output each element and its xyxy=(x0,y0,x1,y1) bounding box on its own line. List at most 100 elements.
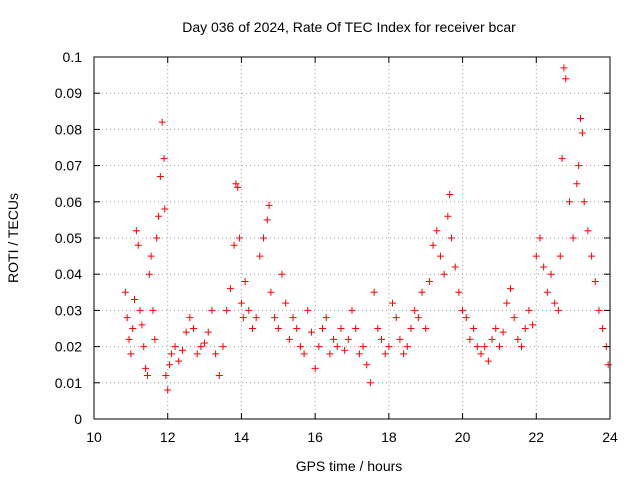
data-point xyxy=(477,350,485,358)
y-tick-label: 0.05 xyxy=(55,230,82,246)
data-point xyxy=(551,299,559,307)
data-point xyxy=(588,252,596,260)
data-point xyxy=(396,335,404,343)
y-axis-label: ROTI / TECUs xyxy=(5,193,21,283)
data-point xyxy=(260,234,268,242)
data-point xyxy=(239,314,247,322)
data-point xyxy=(554,306,562,314)
data-point xyxy=(143,372,151,380)
data-point xyxy=(578,129,586,137)
data-point xyxy=(223,306,231,314)
data-point xyxy=(595,306,603,314)
data-point xyxy=(532,252,540,260)
data-point xyxy=(132,227,140,235)
data-point xyxy=(285,335,293,343)
data-point xyxy=(411,306,419,314)
data-point xyxy=(359,343,367,351)
data-point xyxy=(374,325,382,332)
data-point xyxy=(560,64,568,72)
data-point xyxy=(125,335,133,343)
y-tick-label: 0.03 xyxy=(55,302,82,318)
data-point xyxy=(348,306,356,314)
data-point xyxy=(326,350,334,358)
data-point xyxy=(433,227,441,235)
data-point xyxy=(271,314,279,322)
x-tick-label: 14 xyxy=(234,429,250,445)
data-point xyxy=(575,162,583,170)
x-tick-label: 22 xyxy=(528,429,544,445)
x-tick-label: 16 xyxy=(307,429,323,445)
data-point xyxy=(418,288,426,296)
data-point xyxy=(164,386,172,394)
data-point xyxy=(529,321,537,329)
data-point xyxy=(462,314,470,322)
data-point xyxy=(470,325,478,332)
data-point xyxy=(178,346,186,354)
data-point xyxy=(355,350,363,358)
data-point xyxy=(208,306,216,314)
data-point xyxy=(234,183,242,191)
data-point xyxy=(131,296,139,304)
data-point xyxy=(127,350,135,358)
data-point xyxy=(248,325,256,332)
data-point xyxy=(140,343,148,351)
x-tick-label: 18 xyxy=(381,429,397,445)
data-point xyxy=(149,306,157,314)
data-point xyxy=(499,328,507,336)
data-point xyxy=(162,372,170,380)
chart-title: Day 036 of 2024, Rate Of TEC Index for r… xyxy=(182,19,516,35)
data-point xyxy=(510,314,518,322)
tick-labels: 10 12 14 16 18 20 22 24 0 0.01 0.02 0.03 0.04 0.05 0.0… xyxy=(55,49,618,445)
data-point xyxy=(556,252,564,260)
data-point xyxy=(201,339,209,347)
data-point xyxy=(204,328,212,336)
data-point xyxy=(237,299,245,307)
data-point xyxy=(577,115,585,123)
data-point xyxy=(307,328,315,336)
y-tick-label: 0.09 xyxy=(55,85,82,101)
data-point xyxy=(300,350,308,358)
data-point xyxy=(599,325,607,332)
data-point xyxy=(265,201,273,209)
data-point xyxy=(584,227,592,235)
data-point xyxy=(311,364,319,372)
data-point xyxy=(289,314,297,322)
data-point xyxy=(160,154,168,162)
data-point xyxy=(230,241,238,249)
data-point xyxy=(558,154,566,162)
data-point xyxy=(580,198,588,206)
x-tick-label: 12 xyxy=(160,429,176,445)
data-point xyxy=(429,241,437,249)
data-point xyxy=(190,325,198,332)
data-point xyxy=(403,343,411,351)
y-tick-label: 0.1 xyxy=(63,49,83,65)
data-point xyxy=(136,306,144,314)
data-point xyxy=(175,357,183,365)
data-point xyxy=(145,270,153,278)
data-point xyxy=(158,118,166,126)
data-point xyxy=(219,343,227,351)
data-point xyxy=(161,205,169,213)
data-point xyxy=(518,343,526,351)
data-point xyxy=(514,335,522,343)
data-point xyxy=(484,357,492,365)
data-point xyxy=(282,299,290,307)
y-tick-label: 0.07 xyxy=(55,158,82,174)
data-point xyxy=(525,306,533,314)
data-points xyxy=(121,64,612,394)
data-point xyxy=(488,335,496,343)
data-point xyxy=(459,306,467,314)
data-point xyxy=(392,314,400,322)
data-point xyxy=(226,285,234,293)
data-point xyxy=(466,335,474,343)
y-tick-label: 0.06 xyxy=(55,194,82,210)
data-point xyxy=(304,306,312,314)
data-point xyxy=(385,343,393,351)
data-point xyxy=(215,372,223,380)
data-point xyxy=(455,288,463,296)
y-tick-label: 0.02 xyxy=(55,339,82,355)
data-point xyxy=(182,328,190,336)
data-point xyxy=(446,191,454,199)
data-point xyxy=(562,75,570,83)
data-point xyxy=(256,252,264,260)
